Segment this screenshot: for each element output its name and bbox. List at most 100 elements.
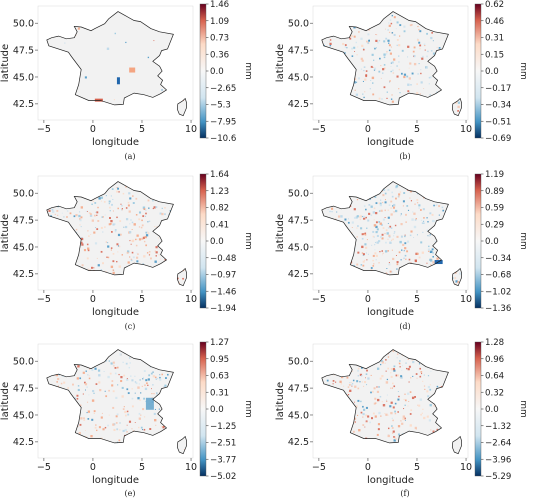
corsica-border	[451, 267, 462, 287]
colorbar-tick-label: −0.68	[485, 271, 511, 281]
map-plot-c: −5 0 5 10 42.5 45.0 47.5 50.0 longitude latitude 1…	[0, 170, 253, 318]
x-tick-label: 0	[365, 462, 371, 473]
colorbar-tick-label: −7.95	[210, 117, 236, 127]
colorbar-tick-label: −1.36	[485, 304, 511, 314]
colorbar-unit-label: mm	[518, 62, 528, 80]
y-tick-label: 47.5	[13, 383, 34, 394]
x-tick-label: 5	[414, 124, 420, 135]
colorbar-tick-label: −0.69	[485, 134, 511, 144]
corsica-border	[176, 267, 187, 287]
x-axis-label: longitude	[92, 307, 139, 318]
x-tick-label: −5	[37, 294, 51, 305]
x-tick-label: 5	[139, 462, 145, 473]
colorbar-tick-label: −0.97	[210, 271, 236, 281]
y-tick-label: 50.0	[13, 189, 34, 200]
corsica-border	[176, 435, 187, 455]
x-tick-label: 10	[460, 462, 472, 473]
colorbar-tick-label: −3.96	[485, 455, 511, 465]
colorbar-unit-label: mm	[243, 62, 253, 80]
corsica-border	[451, 435, 462, 455]
colorbar	[199, 3, 207, 139]
colorbar-tick-label: 0.29	[485, 220, 504, 230]
colorbar-tick-label: 0.15	[485, 50, 504, 60]
map-plot-f: −5 0 5 10 42.5 45.0 47.5 50.0 longitude latitude 1…	[275, 338, 528, 486]
x-axis-label: longitude	[367, 475, 414, 486]
colorbar-tick-label: 0.0	[485, 405, 499, 415]
x-axis-label: longitude	[92, 137, 139, 148]
y-tick-label: 42.5	[13, 99, 34, 110]
colorbar-tick-label: 0.59	[485, 204, 504, 214]
colorbar-tick-label: 0.64	[485, 372, 504, 382]
colorbar-tick-label: −0.34	[485, 101, 511, 111]
y-tick-label: 50.0	[288, 19, 309, 30]
y-tick-label: 47.5	[288, 215, 309, 226]
colorbar-tick-label: 0.31	[485, 34, 504, 44]
map-panel-a: −5 0 5 10 42.5 45.0 47.5 50.0 longitude latitude 1…	[0, 0, 260, 165]
colorbar-tick-label: 1.23	[210, 187, 229, 197]
colorbar	[474, 173, 482, 309]
colorbar-tick-label: −5.29	[485, 472, 511, 482]
colorbar	[474, 341, 482, 477]
colorbar-tick-label: −0.34	[485, 254, 511, 264]
y-tick-label: 50.0	[13, 357, 34, 368]
france-region	[321, 349, 449, 443]
x-tick-label: 0	[365, 294, 371, 305]
france-region	[46, 181, 174, 275]
y-axis-label: latitude	[275, 382, 286, 420]
colorbar-tick-label: 0.73	[210, 34, 229, 44]
colorbar-tick-label: 0.31	[210, 388, 229, 398]
colorbar-tick-label: −0.51	[485, 117, 511, 127]
x-tick-label: 10	[460, 124, 472, 135]
colorbar-tick-label: 0.95	[210, 355, 229, 365]
map-panel-f: −5 0 5 10 42.5 45.0 47.5 50.0 longitude latitude 1…	[275, 338, 535, 503]
france-border	[321, 181, 449, 276]
corsica-border	[451, 97, 462, 117]
colorbar	[199, 173, 207, 309]
map-panel-e: −5 0 5 10 42.5 45.0 47.5 50.0 longitude latitude 1…	[0, 338, 260, 503]
map-panel-b: −5 0 5 10 42.5 45.0 47.5 50.0 longitude latitude 0…	[275, 0, 535, 165]
france-region	[46, 349, 174, 443]
x-tick-label: −5	[37, 124, 51, 135]
map-plot-e: −5 0 5 10 42.5 45.0 47.5 50.0 longitude latitude 1…	[0, 338, 253, 486]
colorbar-tick-label: −5.02	[210, 472, 236, 482]
france-border	[46, 181, 174, 276]
x-tick-label: 10	[460, 294, 472, 305]
colorbar-unit-label: mm	[243, 400, 253, 418]
colorbar-tick-label: 0.63	[210, 372, 229, 382]
x-tick-label: −5	[312, 462, 326, 473]
france-region	[321, 181, 449, 275]
x-axis-label: longitude	[92, 475, 139, 486]
colorbar	[474, 3, 482, 139]
y-axis-label: latitude	[275, 44, 286, 82]
y-tick-label: 50.0	[288, 189, 309, 200]
colorbar-tick-label: 0.82	[210, 204, 229, 214]
colorbar-tick-label: 1.19	[485, 170, 504, 180]
x-tick-label: 5	[414, 462, 420, 473]
colorbar-tick-label: 0.36	[210, 50, 229, 60]
colorbar-tick-label: 0.89	[485, 187, 504, 197]
panel-caption-b: (b)	[399, 152, 411, 161]
x-tick-label: 0	[90, 124, 96, 135]
colorbar-tick-label: 0.96	[485, 355, 504, 365]
colorbar-tick-label: 0.0	[210, 237, 224, 247]
x-tick-label: 0	[90, 294, 96, 305]
y-tick-label: 42.5	[288, 269, 309, 280]
panel-caption-c: (c)	[124, 322, 136, 331]
y-tick-label: 45.0	[13, 242, 34, 253]
panel-caption-a: (a)	[124, 152, 136, 161]
colorbar-tick-label: 0.32	[485, 388, 504, 398]
colorbar-tick-label: 1.27	[210, 338, 229, 348]
y-axis-label: latitude	[275, 214, 286, 252]
colorbar-tick-label: 0.62	[485, 0, 504, 10]
colorbar-tick-label: −1.32	[485, 422, 511, 432]
colorbar-tick-label: −0.17	[485, 84, 511, 94]
x-tick-label: −5	[37, 462, 51, 473]
france-region	[321, 11, 449, 105]
map-plot-d: −5 0 5 10 42.5 45.0 47.5 50.0 longitude latitude 1…	[275, 170, 528, 318]
y-tick-label: 45.0	[288, 242, 309, 253]
x-tick-label: −5	[312, 294, 326, 305]
map-panel-c: −5 0 5 10 42.5 45.0 47.5 50.0 longitude latitude 1…	[0, 170, 260, 335]
x-tick-label: 5	[139, 294, 145, 305]
colorbar-tick-label: −2.51	[210, 439, 236, 449]
map-plot-a: −5 0 5 10 42.5 45.0 47.5 50.0 longitude latitude 1…	[0, 0, 253, 148]
